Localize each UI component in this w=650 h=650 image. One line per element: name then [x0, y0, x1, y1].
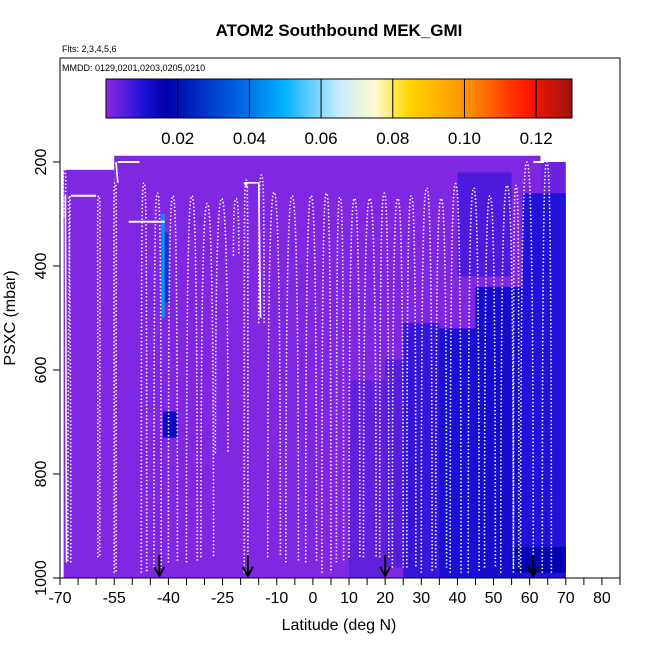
- flight-profile-segment: [64, 195, 68, 563]
- heatmap-cell: [511, 546, 566, 573]
- x-tick-label: 50: [485, 590, 503, 607]
- flight-profile: [113, 181, 118, 573]
- flight-profiles: [62, 161, 553, 573]
- flight-profile: [67, 194, 72, 563]
- flight-profile: [449, 183, 462, 573]
- flight-profile: [378, 192, 390, 558]
- x-tick-label: 60: [521, 590, 539, 607]
- flights-label: Flts: 2,3,4,5,6: [62, 44, 117, 54]
- y-tick-label: 1000: [33, 560, 50, 596]
- flight-profile: [434, 197, 448, 568]
- x-tick-label: 80: [593, 590, 611, 607]
- heatmap-cell: [439, 328, 476, 578]
- flight-profile-segment: [257, 182, 262, 319]
- heatmap-field: [63, 155, 566, 578]
- x-axis-label: Latitude (deg N): [282, 617, 397, 634]
- flight-profile: [185, 194, 199, 563]
- x-tick-label: -70: [48, 590, 71, 607]
- x-tick-label: 10: [340, 590, 358, 607]
- x-tick-label: 0: [308, 590, 317, 607]
- flight-profile: [321, 192, 332, 573]
- x-tick-label: 40: [449, 590, 467, 607]
- flight-profile-segment: [115, 161, 119, 183]
- y-axis-label: PSXC (mbar): [2, 270, 19, 365]
- flight-profile: [519, 161, 535, 573]
- colorbar-tick-label: 0.02: [161, 129, 194, 148]
- flight-profile: [304, 194, 318, 563]
- dates-label: MMDD: 0129,0201,0203,0205,0210: [62, 63, 205, 73]
- colorbar: [105, 78, 573, 119]
- x-tick-label: -10: [265, 590, 288, 607]
- axes: -70 -55 -40 -25 -10 0 10 20 30 40 50 60 70 80 200 400 60…: [33, 149, 621, 607]
- x-tick-label: -25: [211, 590, 234, 607]
- heatmap-cell: [63, 169, 115, 578]
- heatmap-cell: [164, 232, 169, 303]
- x-tick-label: 20: [376, 590, 394, 607]
- flight-profile: [391, 197, 405, 568]
- x-tick-label: -40: [157, 590, 180, 607]
- colorbar-ticks: 0.02 0.04 0.06 0.08 0.10 0.12: [161, 79, 553, 148]
- heatmap-cell: [457, 172, 512, 277]
- heatmap-cell: [349, 380, 386, 578]
- flight-arrow: [527, 555, 540, 579]
- flight-profile: [285, 194, 300, 563]
- heatmap-cell: [161, 214, 165, 318]
- heatmap-cell: [385, 359, 404, 568]
- flight-profile: [96, 194, 101, 558]
- plot-frame: [59, 57, 621, 579]
- chart-title: ATOM2 Southbound MEK_GMI: [216, 21, 463, 40]
- heatmap-cell: [162, 411, 178, 438]
- flight-profile: [153, 192, 162, 568]
- flight-profile: [232, 197, 240, 256]
- colorbar-tick-label: 0.12: [520, 129, 553, 148]
- flight-arrows: [153, 555, 540, 579]
- x-tick-label: -55: [103, 590, 126, 607]
- colorbar-tick-label: 0.10: [448, 129, 481, 148]
- flight-profile: [348, 197, 361, 558]
- flight-profile: [362, 197, 377, 558]
- flight-profile: [512, 184, 520, 568]
- flight-profile: [541, 161, 553, 573]
- heatmap-cell: [522, 193, 566, 578]
- flight-arrow: [241, 555, 254, 579]
- flight-profile: [483, 194, 497, 568]
- flight-profile: [200, 202, 215, 558]
- flight-profile: [420, 187, 433, 573]
- heatmap-cell: [475, 286, 523, 578]
- flight-arrow: [153, 555, 166, 579]
- flight-arrow: [379, 555, 392, 579]
- flight-profile: [243, 179, 249, 573]
- flight-profile: [214, 197, 229, 454]
- flight-profile: [140, 181, 148, 573]
- colorbar-tick-label: 0.08: [376, 129, 409, 148]
- y-tick-label: 800: [33, 461, 50, 488]
- flight-profile: [406, 194, 417, 568]
- y-tick-label: 600: [33, 357, 50, 384]
- y-tick-label: 400: [33, 253, 50, 280]
- colorbar-tick-label: 0.06: [305, 129, 338, 148]
- flight-profile: [467, 187, 480, 573]
- x-tick-label: 70: [557, 590, 575, 607]
- flight-profile: [167, 194, 179, 563]
- y-tick-label: 200: [33, 149, 50, 176]
- colorbar-tick-label: 0.04: [233, 129, 266, 148]
- flight-profile-segment: [243, 182, 249, 189]
- flight-profile: [62, 168, 67, 217]
- x-tick-label: 30: [412, 590, 430, 607]
